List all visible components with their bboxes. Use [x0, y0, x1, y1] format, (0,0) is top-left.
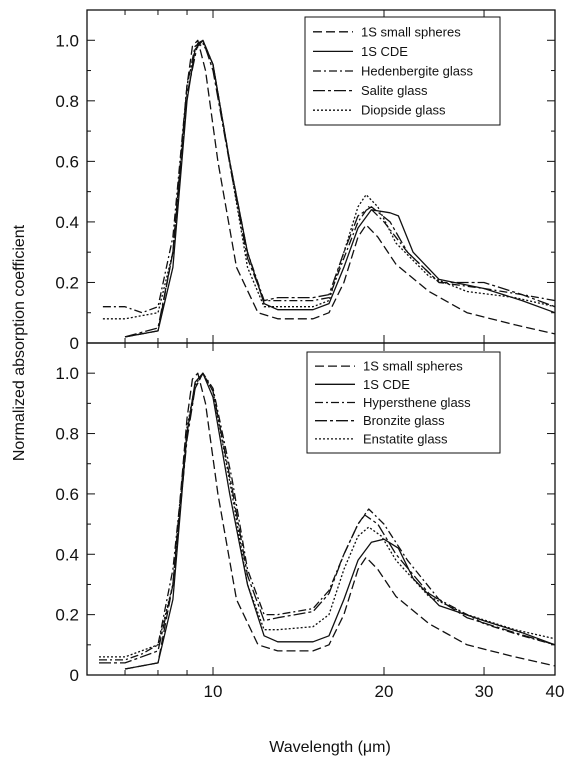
legend-box: [304, 16, 501, 126]
y-tick-label: 0.4: [55, 545, 79, 564]
y-tick-label: 0: [70, 666, 79, 685]
series-line-5: [102, 42, 556, 320]
legend-label: 1S small spheres: [361, 24, 461, 39]
x-tick-label: 30: [475, 682, 494, 701]
legend-label: Salite glass: [361, 83, 428, 98]
legend-label: 1S CDE: [363, 377, 410, 392]
y-axis-label: Normalized absorption coefficient: [11, 224, 28, 461]
legend-label: Hedenbergite glass: [361, 64, 474, 79]
series-line-3: [99, 372, 556, 661]
series-line-4: [124, 39, 556, 338]
y-tick-label: 0.4: [55, 213, 79, 232]
legend-label: Enstatite glass: [363, 431, 448, 446]
legend-label: Bronzite glass: [363, 413, 445, 428]
x-tick-label: 40: [546, 682, 565, 701]
x-axis-label: Wavelength (μm): [269, 739, 391, 756]
x-tick-label: 20: [375, 682, 394, 701]
x-tick-label: 10: [204, 682, 223, 701]
y-tick-label: 0.6: [55, 152, 79, 171]
series-group: [102, 39, 556, 338]
y-tick-label: 0.8: [55, 425, 79, 444]
legend-label: Hypersthene glass: [363, 395, 471, 410]
y-tick-label: 1.0: [55, 364, 79, 383]
top-panel: 0 0.2 0.4 0.6 0.8 1.0 1S small spheres 1S CDE He…: [55, 9, 556, 353]
series-line-4: [99, 372, 556, 664]
legend-box: [306, 351, 501, 454]
plot-frame: [86, 342, 556, 676]
legend-label: Diopside glass: [361, 103, 446, 118]
bottom-panel: 10 20 30 40 0 0.2 0.4 0.6 0.8 1.0 1S small spheres…: [55, 342, 565, 701]
y-tick-label: 0.8: [55, 92, 79, 111]
legend-label: 1S small spheres: [363, 359, 463, 374]
y-tick-label: 0.2: [55, 606, 79, 625]
legend: 1S small spheres 1S CDE Hedenbergite glass…: [304, 16, 501, 126]
series-line-1: [124, 39, 556, 338]
series-line-3: [102, 39, 556, 314]
y-tick-label: 0: [70, 334, 79, 353]
series-line-5: [99, 372, 556, 658]
legend: 1S small spheres 1S CDE Hypersthene glass B…: [306, 351, 501, 454]
y-tick-label: 0.2: [55, 273, 79, 292]
series-line-1: [124, 372, 556, 670]
y-tick-label: 0.6: [55, 485, 79, 504]
y-tick-label: 1.0: [55, 31, 79, 50]
legend-label: 1S CDE: [361, 44, 408, 59]
series-group: [99, 372, 556, 670]
